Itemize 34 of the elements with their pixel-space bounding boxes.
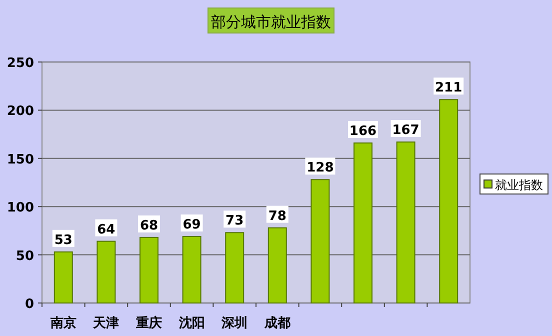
data-label: 69 [182,217,201,232]
bar [310,179,330,304]
x-tick-label: 天津 [92,316,120,331]
y-tick-label: 150 [6,152,34,168]
data-label: 73 [226,214,244,229]
data-label: 166 [349,124,377,139]
bar [96,240,116,304]
bar [396,142,416,304]
data-label: 78 [268,208,286,224]
legend-label: 就业指数 [495,178,543,192]
bar [140,236,158,304]
bar [225,232,244,304]
bar [182,236,202,304]
x-tick-label: 南京 [49,315,76,331]
bar [54,251,73,304]
y-tick-label: 250 [6,56,34,71]
x-tick-label: 深圳 [220,316,248,331]
bar [439,99,458,304]
x-tick-label: 沈阳 [178,316,205,331]
bar [354,142,372,304]
data-label: 68 [140,218,158,234]
x-tick-label: 成都 [263,316,290,331]
data-label: 64 [97,222,116,238]
data-label: 211 [435,80,462,96]
y-tick-label: 100 [6,200,34,216]
chart-title: 部分城市就业指数 [211,13,331,31]
bar [268,227,287,304]
data-label: 167 [392,123,420,138]
data-label: 53 [54,232,72,248]
x-tick-label: 重庆 [135,315,162,331]
y-tick-label: 50 [16,248,34,264]
y-tick-label: 0 [24,297,34,312]
y-tick-label: 200 [6,104,34,120]
data-label: 128 [306,160,334,176]
